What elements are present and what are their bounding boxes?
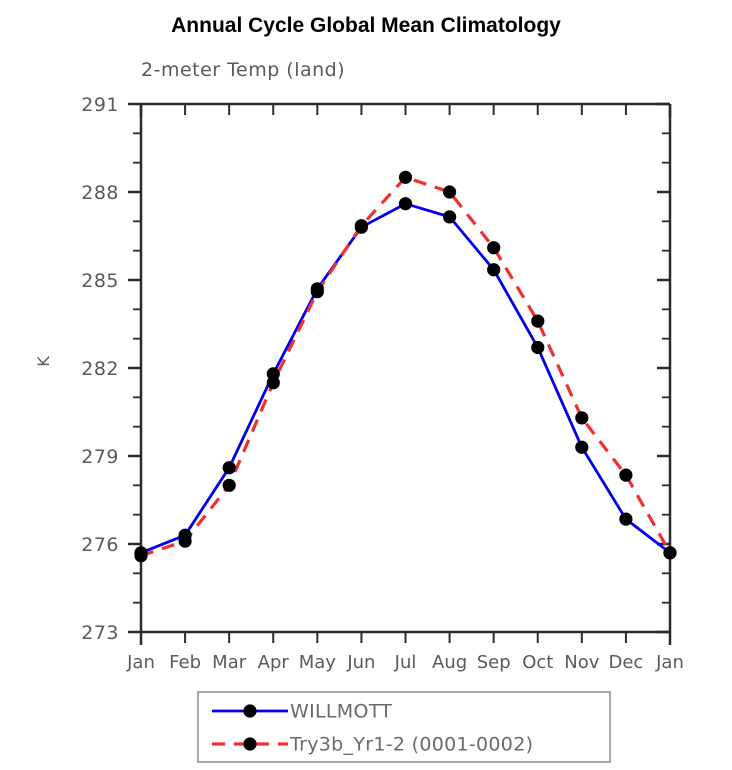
data-point (222, 478, 236, 492)
data-point (398, 170, 413, 184)
x-tick-label: Jun (346, 652, 375, 673)
y-tick-label: 282 (81, 358, 119, 380)
data-point (310, 285, 324, 299)
x-axis-ticks: Jan Feb Mar Apr May Jun Jul Aug Sep Oct Nov Dec Jan (126, 104, 684, 673)
data-point (531, 314, 545, 328)
legend-label: WILLMOTT (290, 701, 392, 723)
x-tick-label: Dec (608, 652, 643, 673)
data-series (134, 170, 677, 563)
x-tick-label: Oct (522, 652, 553, 673)
x-tick-label: Jul (394, 652, 417, 673)
data-point (575, 440, 589, 454)
data-point (222, 461, 236, 475)
data-point (443, 210, 457, 224)
series-line-2 (140, 175, 672, 558)
data-point (134, 549, 148, 563)
y-tick-label: 276 (81, 534, 119, 556)
x-tick-label: Mar (212, 652, 247, 673)
x-tick-label: Sep (477, 652, 511, 673)
data-point (398, 197, 413, 211)
x-tick-label: Feb (169, 652, 201, 673)
page-title: Annual Cycle Global Mean Climatology (171, 14, 561, 37)
x-tick-label: Jan (655, 652, 684, 673)
y-axis-ticks: 273 276 279 282 285 288 291 (81, 94, 670, 644)
legend: WILLMOTT Try3b_Yr1-2 (0001-0002) (197, 691, 611, 763)
series-line-1 (140, 202, 671, 555)
x-tick-label: Jan (126, 652, 155, 673)
data-point (487, 241, 501, 255)
chart-subtitle: 2-meter Temp (land) (141, 59, 346, 81)
data-point (619, 468, 633, 482)
data-point (443, 185, 457, 199)
data-point (575, 411, 589, 425)
data-point (354, 219, 368, 233)
data-point (178, 534, 192, 548)
y-tick-label: 288 (81, 182, 119, 204)
x-tick-label: Aug (432, 652, 467, 673)
x-tick-label: Apr (258, 652, 290, 673)
data-point (487, 263, 501, 277)
y-tick-label: 291 (81, 94, 119, 116)
legend-swatch-marker (243, 704, 257, 718)
y-tick-label: 285 (81, 270, 119, 292)
data-point (266, 376, 280, 390)
x-tick-label: May (299, 652, 337, 673)
data-point (619, 512, 633, 526)
legend-label: Try3b_Yr1-2 (0001-0002) (289, 734, 533, 756)
y-tick-label: 273 (81, 622, 119, 644)
x-tick-label: Nov (564, 652, 599, 673)
plot-frame (139, 102, 672, 634)
y-tick-label: 279 (81, 446, 119, 468)
legend-swatch-marker (243, 737, 257, 751)
data-point (663, 546, 677, 560)
data-point (531, 340, 545, 355)
